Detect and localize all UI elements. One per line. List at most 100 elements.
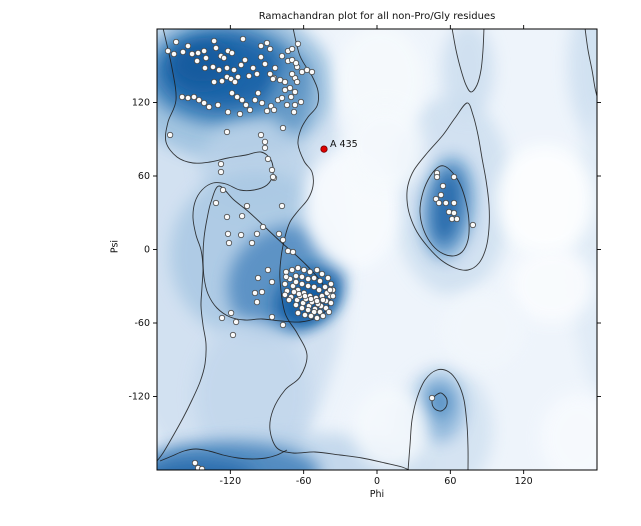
residue-point xyxy=(310,274,318,282)
residue-point xyxy=(211,37,218,45)
residue-point xyxy=(290,288,298,296)
residue-point xyxy=(201,99,208,107)
residue-point xyxy=(321,283,329,291)
residue-point xyxy=(281,86,289,94)
residue-point xyxy=(219,186,227,194)
residue-point xyxy=(297,98,305,106)
residue-point xyxy=(233,318,240,326)
chart-title: Ramachandran plot for all non-Pro/Gly re… xyxy=(258,11,496,22)
residue-point xyxy=(327,280,335,288)
residue-point xyxy=(220,54,228,62)
contour-left-alpha-allowed xyxy=(406,102,490,271)
residue-point xyxy=(316,308,324,316)
residue-point xyxy=(294,309,302,317)
residue-point xyxy=(292,301,300,309)
density-blob xyxy=(568,29,597,140)
residue-point xyxy=(278,94,286,102)
residue-point xyxy=(266,45,274,53)
residue-point xyxy=(324,274,332,282)
residue-point xyxy=(195,97,203,104)
residue-point xyxy=(268,313,276,321)
residue-point xyxy=(206,103,213,111)
residue-point xyxy=(243,202,251,210)
residue-point xyxy=(313,314,321,322)
residue-point xyxy=(278,202,286,210)
residue-point xyxy=(258,288,266,296)
residue-point xyxy=(214,101,222,109)
y-tick-label: 120 xyxy=(132,98,150,109)
residue-point xyxy=(469,221,476,229)
residue-point xyxy=(318,270,326,278)
residue-point xyxy=(453,215,460,223)
residue-point xyxy=(437,191,445,199)
residue-point xyxy=(278,52,286,60)
residue-point xyxy=(450,173,458,181)
residue-point xyxy=(241,56,249,64)
residue-point xyxy=(279,321,287,329)
residue-point xyxy=(228,90,236,97)
x-tick-label: 120 xyxy=(515,476,533,487)
residue-point xyxy=(212,44,220,52)
residue-point xyxy=(268,166,276,174)
residue-point xyxy=(327,299,335,307)
density-blob xyxy=(431,169,463,245)
residue-point xyxy=(179,48,187,56)
density-blob xyxy=(157,442,320,470)
residue-point xyxy=(201,47,208,55)
residue-point xyxy=(217,160,225,168)
residue-point xyxy=(450,209,458,217)
residue-point xyxy=(223,213,231,221)
residue-point xyxy=(439,182,447,190)
residue-point xyxy=(179,93,186,101)
residue-point xyxy=(326,286,334,294)
residue-point xyxy=(284,247,292,255)
residue-point xyxy=(285,296,293,304)
residue-point xyxy=(292,59,300,67)
residue-point xyxy=(191,459,199,467)
residue-point xyxy=(217,168,225,176)
residue-point xyxy=(229,331,237,339)
residue-point xyxy=(261,144,269,151)
residue-point xyxy=(310,308,318,316)
residue-point xyxy=(263,39,271,47)
density-blob xyxy=(194,320,310,470)
residue-point xyxy=(268,278,276,286)
residue-point xyxy=(228,309,235,317)
residue-point xyxy=(251,97,259,104)
residue-point xyxy=(304,282,312,290)
residue-point xyxy=(245,72,253,80)
residue-point xyxy=(253,298,261,306)
residue-point xyxy=(303,66,311,74)
residue-point xyxy=(234,73,242,81)
residue-point xyxy=(279,124,287,132)
residue-point xyxy=(242,101,250,109)
residue-point xyxy=(279,236,287,243)
outlier-point-a435 xyxy=(320,145,328,153)
residue-point xyxy=(306,268,314,276)
residue-point xyxy=(282,273,290,280)
residue-point xyxy=(231,78,239,86)
residue-point xyxy=(239,97,246,104)
residue-point xyxy=(190,93,198,101)
residue-point xyxy=(218,78,226,85)
residue-point xyxy=(170,50,178,58)
residue-point xyxy=(295,290,303,298)
residue-point xyxy=(307,295,315,303)
density-blob xyxy=(441,290,525,370)
density-blob xyxy=(510,247,594,323)
residue-point xyxy=(238,231,245,239)
residue-point xyxy=(313,297,321,305)
residue-point xyxy=(225,239,233,247)
residue-point xyxy=(261,138,269,145)
residue-point xyxy=(304,275,312,283)
residue-point xyxy=(198,465,206,470)
residue-point xyxy=(184,42,192,50)
contour-right-edge-segment xyxy=(584,29,597,99)
residue-point xyxy=(308,68,316,76)
x-tick-label: 60 xyxy=(444,476,456,487)
residue-point xyxy=(288,45,296,53)
residue-point xyxy=(313,266,321,274)
residue-point xyxy=(223,128,231,136)
contour-bottom-right-arch xyxy=(407,369,469,470)
